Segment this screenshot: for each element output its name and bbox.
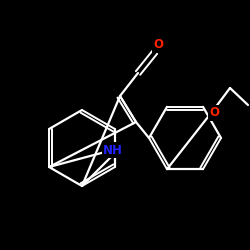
Text: O: O [153, 38, 163, 52]
Text: NH: NH [103, 144, 123, 156]
Text: O: O [209, 106, 219, 120]
